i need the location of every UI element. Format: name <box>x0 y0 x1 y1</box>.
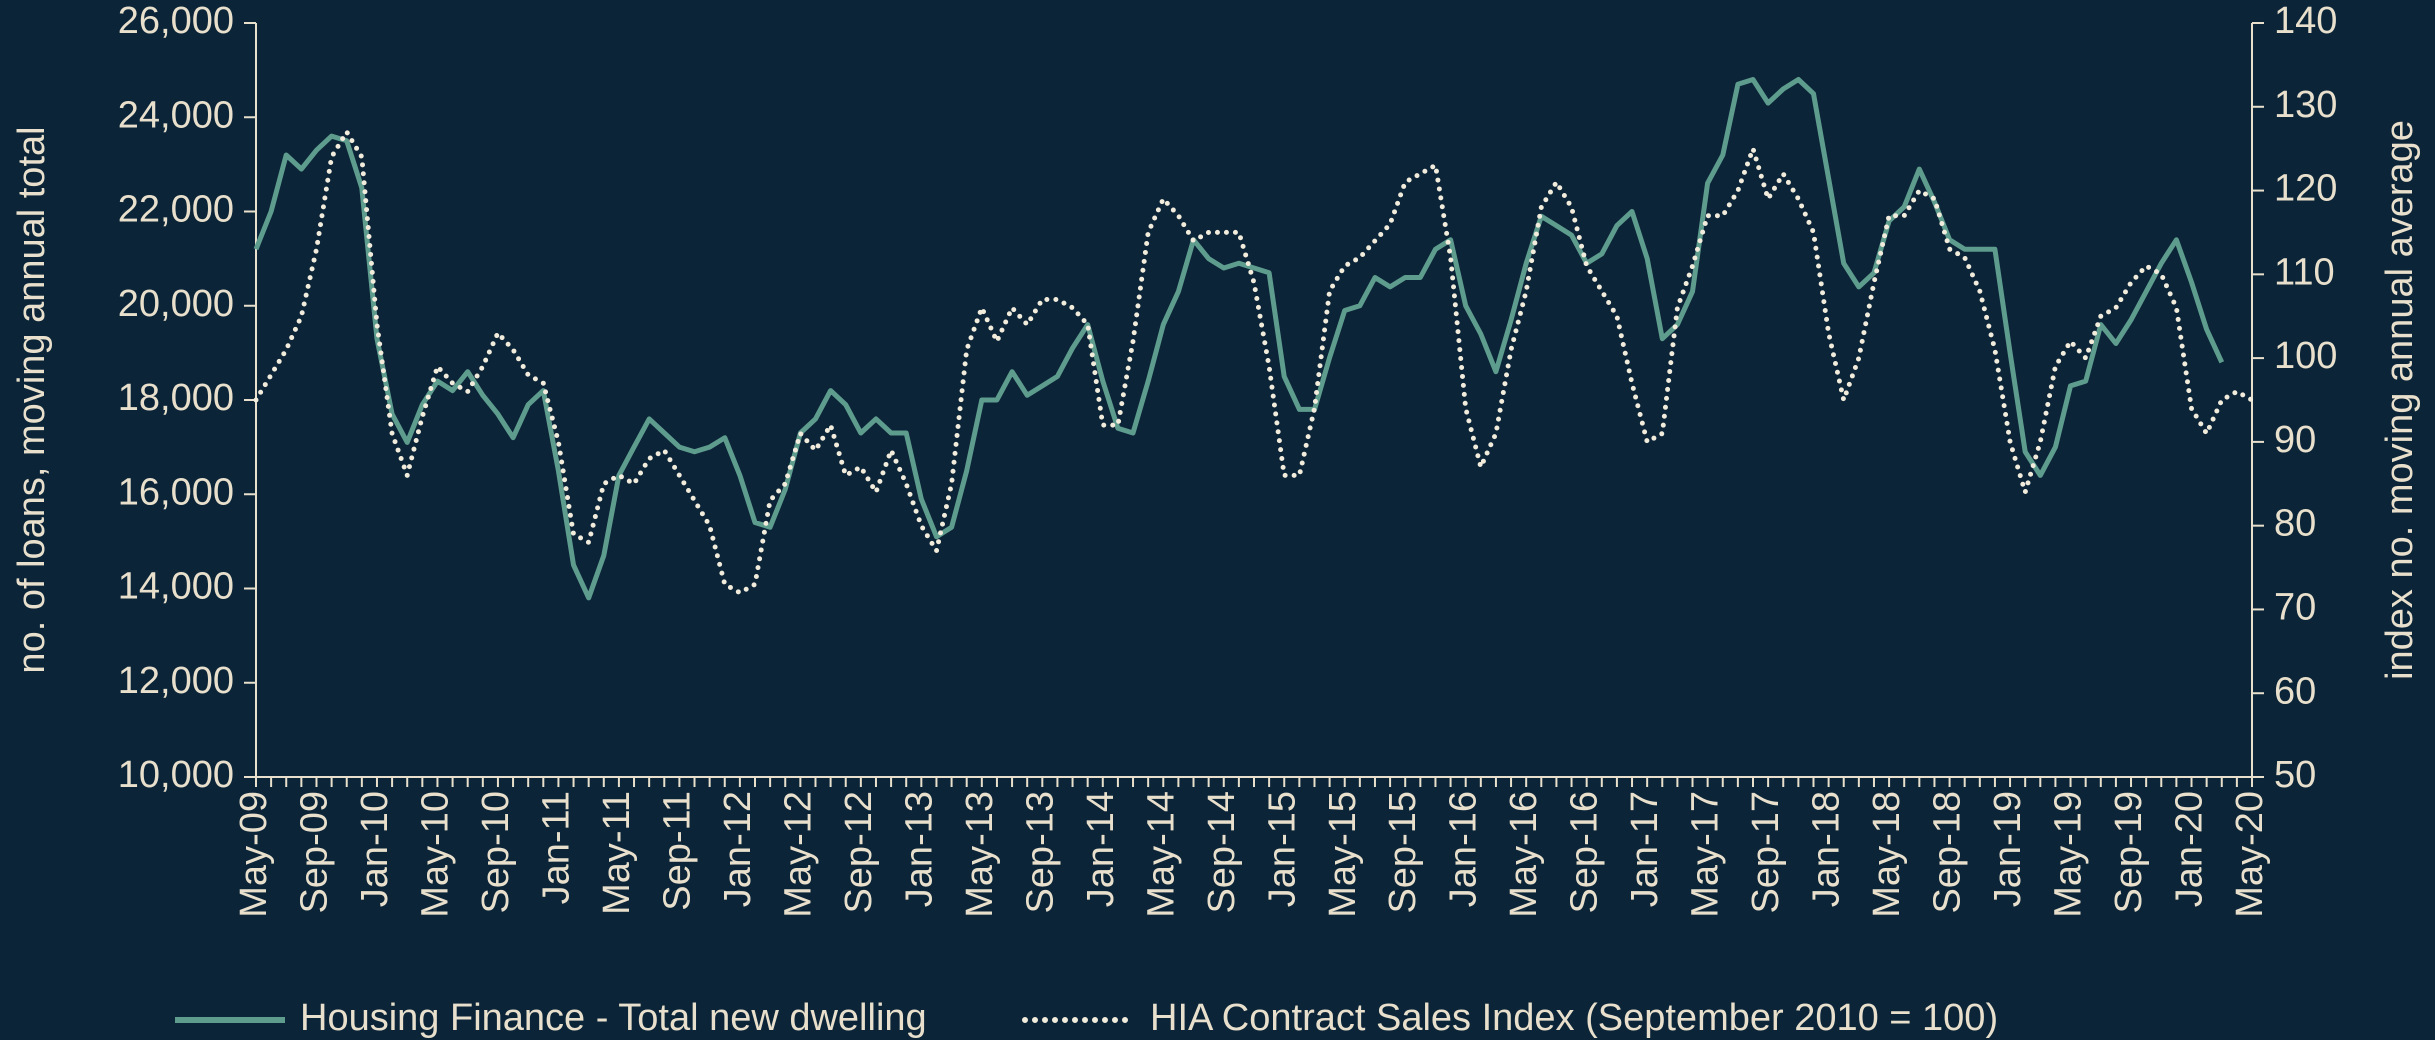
x-tick-label: May-15 <box>1322 791 1364 918</box>
y2-tick-label: 100 <box>2274 335 2337 377</box>
y2-tick-label: 110 <box>2274 251 2335 293</box>
y2-tick-label: 130 <box>2274 84 2337 126</box>
x-tick-label: Jan-17 <box>1624 791 1666 907</box>
y-tick-label: 10,000 <box>118 754 234 796</box>
y-tick-label: 16,000 <box>118 471 234 513</box>
series-line <box>253 129 2255 596</box>
x-tick-label: Jan-10 <box>354 791 396 907</box>
y2-tick-label: 70 <box>2274 586 2316 628</box>
x-tick-label: Jan-15 <box>1261 791 1303 907</box>
legend-label: Housing Finance - Total new dwelling <box>300 997 927 1039</box>
x-tick-label: May-10 <box>414 791 456 918</box>
y2-tick-label: 60 <box>2274 670 2316 712</box>
x-tick-label: Jan-16 <box>1443 791 1485 907</box>
x-tick-label: Sep-10 <box>475 791 517 914</box>
x-tick-label: Sep-18 <box>1927 791 1969 914</box>
x-tick-label: May-19 <box>2048 791 2090 918</box>
x-tick-label: Jan-20 <box>2169 791 2211 907</box>
y2-tick-label: 90 <box>2274 419 2316 461</box>
x-tick-label: Jan-14 <box>1080 791 1122 907</box>
x-tick-label: Sep-16 <box>1564 791 1606 914</box>
x-tick-label: Sep-09 <box>294 791 336 914</box>
y-tick-label: 18,000 <box>118 377 234 419</box>
x-tick-label: May-11 <box>596 791 638 915</box>
x-tick-label: May-12 <box>777 791 819 918</box>
x-tick-label: May-16 <box>1503 791 1545 918</box>
y-tick-label: 20,000 <box>118 283 234 325</box>
x-tick-label: Sep-19 <box>2108 791 2150 914</box>
x-tick-label: Jan-18 <box>1806 791 1848 907</box>
y-tick-label: 12,000 <box>118 660 234 702</box>
y-axis-title: no. of loans, moving annual total <box>11 126 53 673</box>
x-tick-label: Jan-11 <box>535 791 577 904</box>
legend-label: HIA Contract Sales Index (September 2010… <box>1150 997 1998 1039</box>
x-tick-label: Sep-12 <box>838 791 880 914</box>
x-tick-label: May-13 <box>959 791 1001 918</box>
x-tick-label: Sep-15 <box>1382 791 1424 914</box>
y-tick-label: 26,000 <box>118 0 234 42</box>
x-tick-label: Jan-13 <box>898 791 940 907</box>
y-tick-label: 24,000 <box>118 94 234 136</box>
y2-tick-label: 140 <box>2274 0 2337 42</box>
y-tick-label: 22,000 <box>118 189 234 231</box>
x-tick-label: Sep-13 <box>1019 791 1061 914</box>
x-tick-label: Sep-14 <box>1201 791 1243 914</box>
x-tick-label: Sep-11 <box>656 791 698 911</box>
x-tick-label: Sep-17 <box>1745 791 1787 914</box>
x-tick-label: May-14 <box>1140 791 1182 918</box>
x-tick-label: Jan-12 <box>717 791 759 907</box>
x-tick-label: May-20 <box>2229 791 2271 918</box>
y-tick-label: 14,000 <box>118 566 234 608</box>
y2-axis-title: index no. moving annual average <box>2379 120 2421 680</box>
x-tick-label: Jan-19 <box>1987 791 2029 907</box>
x-tick-label: May-18 <box>1866 791 1908 918</box>
x-tick-label: May-09 <box>233 791 275 918</box>
x-tick-label: May-17 <box>1685 791 1727 918</box>
y2-tick-label: 120 <box>2274 168 2337 210</box>
y2-tick-label: 50 <box>2274 754 2316 796</box>
y2-tick-label: 80 <box>2274 503 2316 545</box>
